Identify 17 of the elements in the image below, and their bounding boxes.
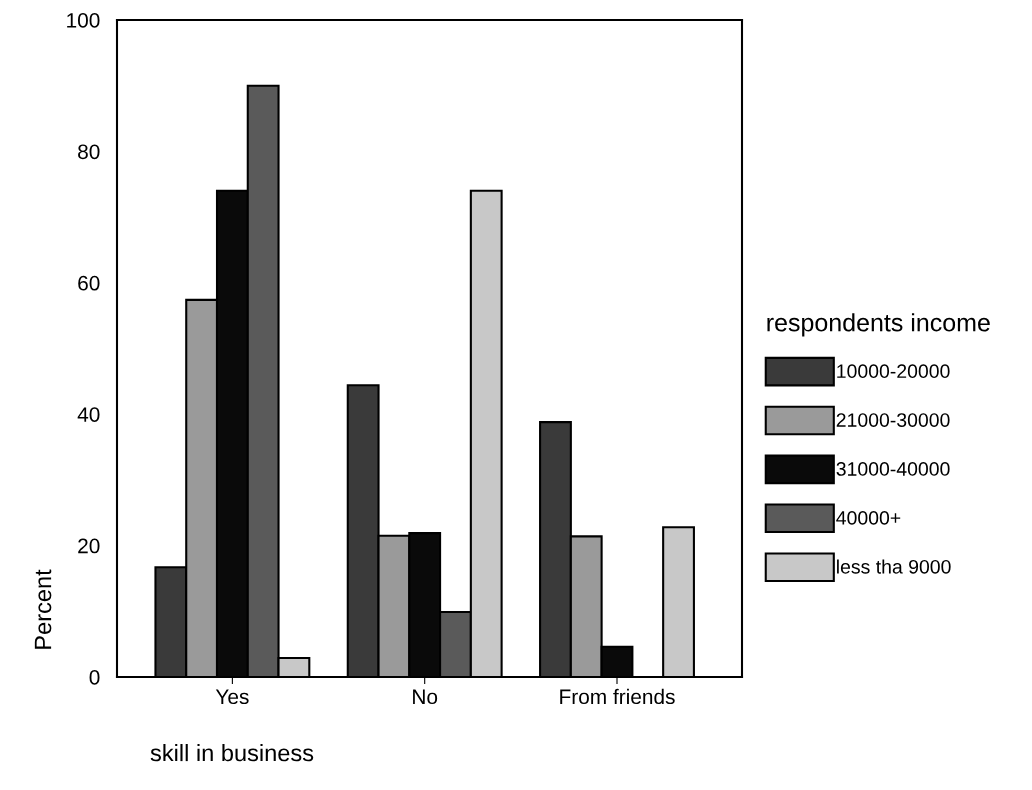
- y-tick-label: 40: [77, 407, 100, 422]
- x-tick-label: From friends: [560, 688, 675, 705]
- y-tick-label: 20: [78, 538, 100, 554]
- legend-label: 31000-40000: [836, 462, 950, 476]
- y-tick-label: 0: [89, 670, 100, 685]
- legend-title: respondents income: [767, 313, 990, 337]
- x-axis-title: skill in business: [150, 743, 314, 762]
- legend-label: 40000+: [836, 510, 901, 525]
- y-tick-label: 60: [78, 275, 100, 291]
- x-tick-label: No: [413, 689, 438, 705]
- y-tick-label: 100: [67, 13, 100, 28]
- legend-label: 21000-30000: [836, 413, 950, 427]
- x-tick-label: Yes: [215, 689, 249, 705]
- y-tick-label: 80: [78, 144, 100, 160]
- legend-label: less tha 9000: [837, 559, 951, 574]
- y-axis-title: Percent: [34, 569, 52, 649]
- legend-label: 10000-20000: [837, 364, 950, 379]
